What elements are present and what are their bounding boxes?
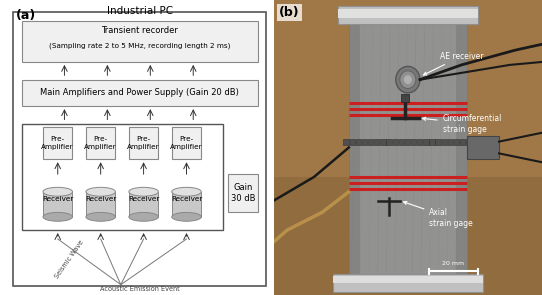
Text: (a): (a): [16, 9, 36, 22]
Text: Transient recorder: Transient recorder: [101, 27, 178, 35]
Text: Circumferential
strain gage: Circumferential strain gage: [423, 114, 502, 134]
Text: Receiver: Receiver: [128, 196, 159, 202]
Bar: [228, 174, 257, 212]
Text: Pre-
Amplifier: Pre- Amplifier: [41, 136, 74, 150]
Bar: [22, 21, 257, 62]
Bar: [362, 139, 367, 145]
Text: Pre-
Amplifier: Pre- Amplifier: [170, 136, 203, 150]
Bar: [448, 139, 453, 145]
Bar: [22, 80, 257, 106]
Text: Seismic Wave: Seismic Wave: [54, 239, 85, 280]
Bar: [129, 127, 158, 159]
Bar: [380, 139, 385, 145]
Text: AE receiver: AE receiver: [423, 52, 483, 75]
Bar: [399, 139, 404, 145]
Bar: [392, 139, 398, 145]
Bar: [442, 139, 447, 145]
Bar: [429, 139, 435, 145]
Bar: [344, 139, 349, 145]
Bar: [172, 127, 201, 159]
Ellipse shape: [86, 187, 115, 196]
Bar: [86, 192, 115, 217]
Bar: [86, 127, 115, 159]
Bar: [405, 139, 410, 145]
Text: (Sampling rate 2 to 5 MHz, recording length 2 ms): (Sampling rate 2 to 5 MHz, recording len…: [49, 42, 230, 49]
Bar: [333, 276, 483, 283]
Bar: [435, 139, 441, 145]
Text: Pre-
Amplifier: Pre- Amplifier: [85, 136, 117, 150]
Text: Receiver: Receiver: [85, 196, 117, 202]
Bar: [350, 139, 355, 145]
Bar: [349, 12, 467, 280]
Bar: [43, 127, 73, 159]
Bar: [401, 94, 409, 102]
Bar: [460, 139, 466, 145]
Ellipse shape: [86, 212, 115, 221]
Text: Pre-
Amplifier: Pre- Amplifier: [127, 136, 160, 150]
Ellipse shape: [43, 187, 73, 196]
Bar: [349, 12, 359, 280]
Bar: [411, 139, 416, 145]
Bar: [423, 139, 429, 145]
Bar: [417, 139, 422, 145]
Ellipse shape: [129, 187, 158, 196]
Text: Gain
30 dB: Gain 30 dB: [230, 183, 255, 203]
Text: Acoustic Emission Event: Acoustic Emission Event: [100, 286, 179, 292]
Bar: [454, 139, 459, 145]
Text: Axial
strain gage: Axial strain gage: [404, 201, 473, 228]
Bar: [338, 9, 478, 18]
Text: Main Amplifiers and Power Supply (Gain 20 dB): Main Amplifiers and Power Supply (Gain 2…: [40, 88, 239, 97]
Circle shape: [396, 66, 420, 93]
Bar: [172, 192, 201, 217]
Bar: [466, 139, 472, 145]
Bar: [374, 139, 379, 145]
Bar: [456, 12, 467, 280]
Bar: [368, 139, 373, 145]
Bar: [467, 136, 499, 159]
Ellipse shape: [43, 212, 73, 221]
Text: Receiver: Receiver: [42, 196, 73, 202]
Bar: [472, 139, 478, 145]
Text: (b): (b): [279, 6, 300, 19]
Circle shape: [404, 75, 412, 84]
Ellipse shape: [172, 212, 201, 221]
Text: 20 mm: 20 mm: [442, 261, 464, 266]
Bar: [386, 139, 392, 145]
Bar: [22, 124, 223, 230]
Ellipse shape: [172, 187, 201, 196]
Bar: [333, 274, 483, 292]
Bar: [338, 6, 478, 24]
Bar: [43, 192, 73, 217]
Ellipse shape: [129, 212, 158, 221]
Bar: [356, 139, 361, 145]
Text: Receiver: Receiver: [171, 196, 202, 202]
Bar: [274, 177, 542, 295]
Bar: [129, 192, 158, 217]
Circle shape: [400, 71, 416, 88]
Text: Industrial PC: Industrial PC: [106, 6, 173, 16]
